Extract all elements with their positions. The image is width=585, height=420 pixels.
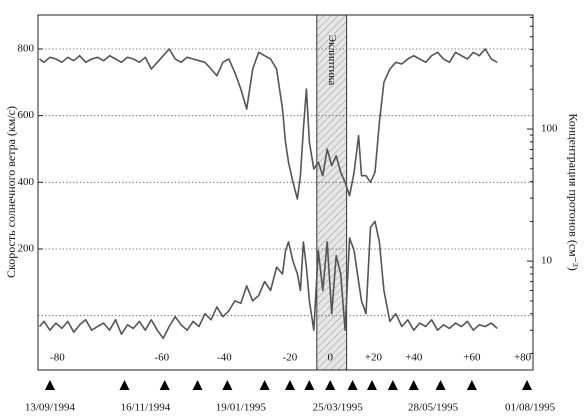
- ecliptic-label: Эклиптика: [326, 35, 338, 86]
- latitude-label: -60: [154, 352, 169, 364]
- latitude-label: +60: [463, 352, 481, 364]
- latitude-label: +20: [365, 352, 383, 364]
- date-marker: [192, 380, 203, 390]
- date-marker: [119, 380, 130, 390]
- date-marker: [387, 380, 398, 390]
- date-marker: [522, 380, 533, 390]
- series-line: [38, 220, 498, 340]
- y-axis-label: Скорость солнечного ветра (км/с): [4, 106, 18, 278]
- date-marker: [466, 380, 477, 390]
- latitude-label: +40: [405, 352, 423, 364]
- date-marker: [44, 380, 55, 390]
- y2-tick-label: 10: [541, 255, 553, 267]
- date-marker: [325, 380, 336, 390]
- series-line: [39, 48, 498, 200]
- date-marker: [304, 380, 315, 390]
- latitude-label: -20: [283, 352, 298, 364]
- x-tick-label: 16/11/1994: [120, 402, 170, 414]
- date-marker: [366, 380, 377, 390]
- y-tick-label: 400: [18, 176, 35, 188]
- date-marker: [435, 380, 446, 390]
- x-tick-label: 25/03/1995: [313, 402, 364, 414]
- latitude-label: -40: [217, 352, 232, 364]
- date-marker: [159, 380, 170, 390]
- y-tick-label: 800: [18, 43, 35, 55]
- date-marker: [347, 380, 358, 390]
- y-tick-label: 600: [18, 109, 35, 121]
- latitude-label: 0: [327, 352, 333, 364]
- latitude-label: +80: [514, 352, 532, 364]
- latitude-label: -80: [50, 352, 65, 364]
- date-marker: [284, 380, 295, 390]
- x-tick-label: 13/09/1994: [25, 402, 76, 414]
- plot-frame: [37, 14, 534, 371]
- y2-tick-label: 100: [541, 123, 558, 135]
- x-tick-label: 01/08/1995: [505, 402, 556, 414]
- date-marker: [408, 380, 419, 390]
- y-tick-label: 200: [18, 243, 35, 255]
- y2-axis-label: Концентрация протонов (см⁻³): [566, 113, 580, 270]
- date-marker: [222, 380, 233, 390]
- date-marker: [259, 380, 270, 390]
- x-tick-label: 19/01/1995: [216, 402, 267, 414]
- x-tick-label: 28/05/1995: [408, 402, 459, 414]
